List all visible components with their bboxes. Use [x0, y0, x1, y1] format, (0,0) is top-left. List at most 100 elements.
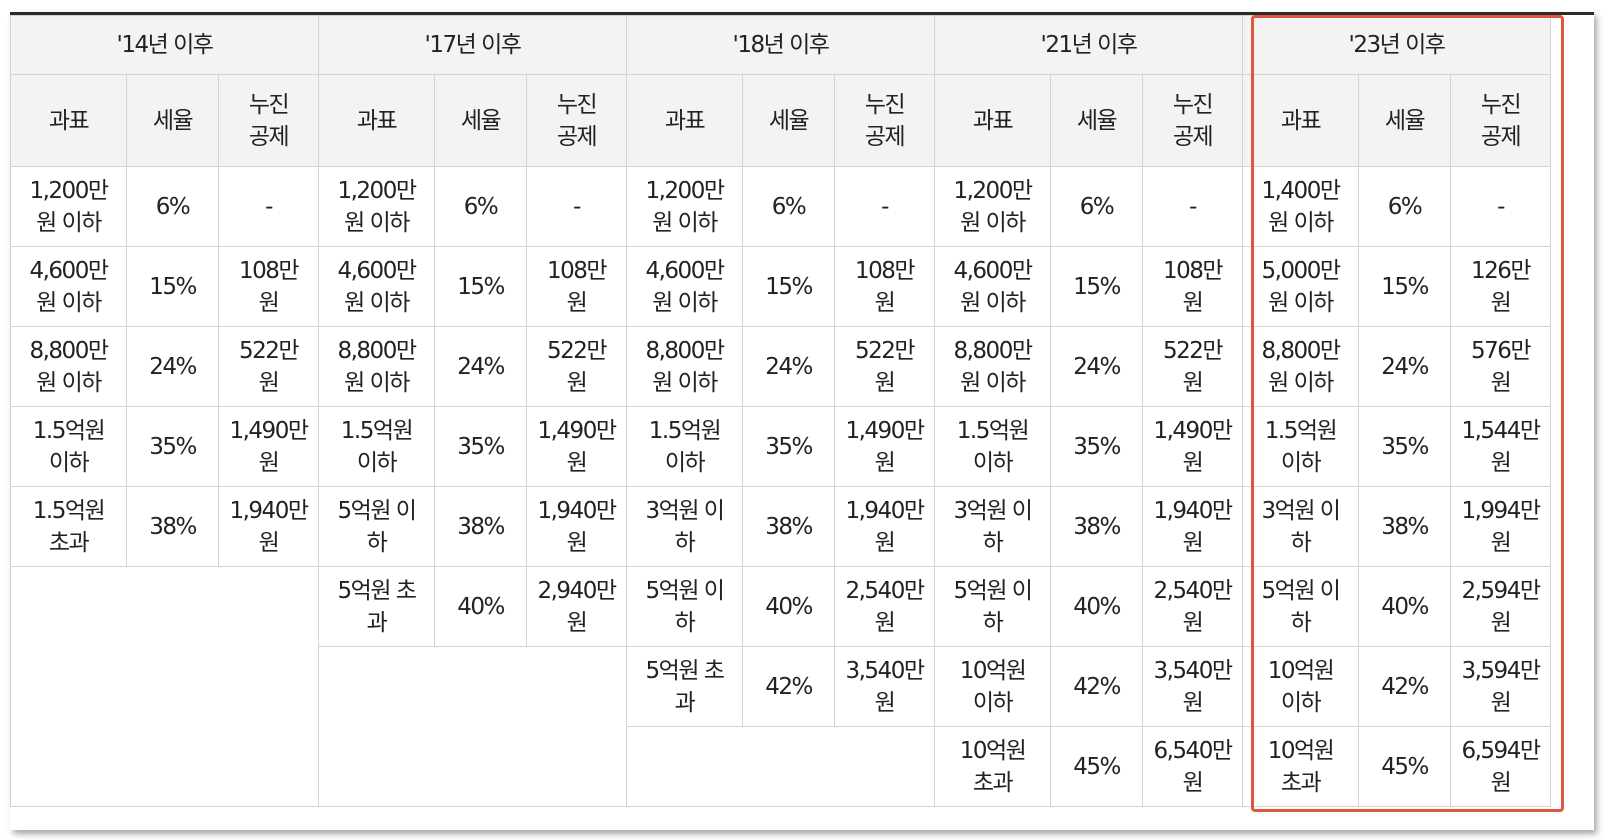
- column-header-row: 과표 세율 누진 공제 과표 세율 누진 공제 과표 세율 누진 공제 과표 세율 누진 공제 과표 세율 누진 공제: [10, 74, 1551, 167]
- tax-base-cell: 1.5억원 이하: [934, 406, 1051, 487]
- rate-header: 세율: [126, 74, 219, 167]
- tax-rate-cell: 45%: [1050, 726, 1143, 807]
- tax-base-cell: 1.5억원 이하: [1242, 406, 1359, 487]
- tax-rate-cell: 35%: [126, 406, 219, 487]
- progressive-deduction-cell: 1,940만 원: [526, 486, 627, 567]
- tax-base-cell: 5,000만 원 이하: [1242, 246, 1359, 327]
- progressive-deduction-cell: 1,940만 원: [218, 486, 319, 567]
- tax-base-cell: 1.5억원 이하: [10, 406, 127, 487]
- tax-base-cell: 1,200만 원 이하: [318, 166, 435, 247]
- tax-rate-cell: 15%: [1050, 246, 1143, 327]
- progressive-deduction-cell: 522만 원: [526, 326, 627, 407]
- tax-rate-cell: 15%: [434, 246, 527, 327]
- period-header: '17년 이후: [318, 15, 627, 75]
- tax-rate-cell: 35%: [1050, 406, 1143, 487]
- deduction-header: 누진 공제: [526, 74, 627, 167]
- period-header-row: '14년 이후 '17년 이후 '18년 이후 '21년 이후 '23년 이후: [10, 15, 1551, 75]
- tax-rate-cell: 24%: [126, 326, 219, 407]
- tax-rate-cell: 38%: [126, 486, 219, 567]
- deduction-header: 누진 공제: [1142, 74, 1243, 167]
- tax-rate-cell: 24%: [742, 326, 835, 407]
- tax-rate-cell: 6%: [1358, 166, 1451, 247]
- progressive-deduction-cell: 3,594만 원: [1450, 646, 1551, 727]
- tax-base-cell: 8,800만 원 이하: [318, 326, 435, 407]
- progressive-deduction-cell: 1,490만 원: [834, 406, 935, 487]
- deduction-header: 누진 공제: [834, 74, 935, 167]
- tax-rate-cell: 6%: [434, 166, 527, 247]
- progressive-deduction-cell: 108만 원: [834, 246, 935, 327]
- progressive-deduction-cell: 2,940만 원: [526, 566, 627, 647]
- progressive-deduction-cell: 1,940만 원: [834, 486, 935, 567]
- tax-base-cell: 8,800만 원 이하: [10, 326, 127, 407]
- tax-rate-cell: 24%: [434, 326, 527, 407]
- tax-base-cell: 1.5억원 초과: [10, 486, 127, 567]
- tax-base-cell: 10억원 초과: [1242, 726, 1359, 807]
- tax-base-cell: 1,200만 원 이하: [626, 166, 743, 247]
- progressive-deduction-cell: 576만 원: [1450, 326, 1551, 407]
- tax-base-cell: 8,800만 원 이하: [626, 326, 743, 407]
- tax-rate-cell: 38%: [434, 486, 527, 567]
- tax-base-cell: 4,600만 원 이하: [934, 246, 1051, 327]
- table-row: 10억원 초과 45% 6,540만 원 10억원 초과 45% 6,594만 원: [11, 726, 1551, 807]
- tax-rate-table-frame: '14년 이후 '17년 이후 '18년 이후 '21년 이후 '23년 이후 과표 세율 누…: [10, 12, 1594, 830]
- tax-rate-cell: 38%: [1050, 486, 1143, 567]
- empty-cell: [10, 566, 319, 807]
- tax-base-cell: 10억원 이하: [934, 646, 1051, 727]
- table-row: 5억원 초 과 40% 2,940만 원 5억원 이 하 40% 2,540만 원 5억원 이 하 40…: [10, 566, 1551, 807]
- income-tax-rate-table: '14년 이후 '17년 이후 '18년 이후 '21년 이후 '23년 이후 과표 세율 누…: [10, 15, 1551, 807]
- progressive-deduction-cell: -: [526, 166, 627, 247]
- rate-header: 세율: [742, 74, 835, 167]
- tax-rate-cell: 38%: [742, 486, 835, 567]
- progressive-deduction-cell: 2,594만 원: [1450, 566, 1551, 647]
- table-row: 4,600만 원 이하 15% 108만 원 4,600만 원 이하 15% 108만 원 4,60…: [10, 246, 1551, 327]
- progressive-deduction-cell: 108만 원: [1142, 246, 1243, 327]
- progressive-deduction-cell: -: [1142, 166, 1243, 247]
- progressive-deduction-cell: 6,594만 원: [1450, 726, 1551, 807]
- tax-base-cell: 8,800만 원 이하: [934, 326, 1051, 407]
- progressive-deduction-cell: 522만 원: [1142, 326, 1243, 407]
- tax-rate-cell: 42%: [742, 646, 835, 727]
- tax-rate-cell: 6%: [1050, 166, 1143, 247]
- tax-rate-cell: 38%: [1358, 486, 1451, 567]
- tax-rate-cell: 15%: [126, 246, 219, 327]
- empty-cell: [318, 646, 627, 807]
- progressive-deduction-cell: 126만 원: [1450, 246, 1551, 327]
- progressive-deduction-cell: 2,540만 원: [834, 566, 935, 647]
- progressive-deduction-cell: 1,490만 원: [526, 406, 627, 487]
- tax-base-cell: 1,200만 원 이하: [10, 166, 127, 247]
- progressive-deduction-cell: 2,540만 원: [1142, 566, 1243, 647]
- table-row: 5억원 초 과 42% 3,540만 원 10억원 이하 42% 3,540만 원 10억원 이하 42…: [11, 646, 1551, 807]
- progressive-deduction-cell: 108만 원: [218, 246, 319, 327]
- tax-rate-cell: 15%: [742, 246, 835, 327]
- period-header: '14년 이후: [10, 15, 319, 75]
- tax-rate-cell: 42%: [1050, 646, 1143, 727]
- deduction-header: 누진 공제: [218, 74, 319, 167]
- tax-base-cell: 8,800만 원 이하: [1242, 326, 1359, 407]
- progressive-deduction-cell: 1,994만 원: [1450, 486, 1551, 567]
- base-header: 과표: [10, 74, 127, 167]
- progressive-deduction-cell: 1,490만 원: [1142, 406, 1243, 487]
- deduction-header: 누진 공제: [1450, 74, 1551, 167]
- empty-cell: [626, 726, 935, 807]
- progressive-deduction-cell: 1,544만 원: [1450, 406, 1551, 487]
- tax-base-cell: 4,600만 원 이하: [626, 246, 743, 327]
- rate-header: 세율: [1050, 74, 1143, 167]
- tax-rate-cell: 6%: [126, 166, 219, 247]
- progressive-deduction-cell: 522만 원: [218, 326, 319, 407]
- tax-rate-cell: 6%: [742, 166, 835, 247]
- base-header: 과표: [934, 74, 1051, 167]
- base-header: 과표: [318, 74, 435, 167]
- period-header: '18년 이후: [626, 15, 935, 75]
- progressive-deduction-cell: 522만 원: [834, 326, 935, 407]
- tax-rate-cell: 24%: [1358, 326, 1451, 407]
- rate-header: 세율: [434, 74, 527, 167]
- table-row: 1.5억원 이하 35% 1,490만 원 1.5억원 이하 35% 1,490만 원 1.5억원 이…: [10, 406, 1551, 487]
- base-header: 과표: [1242, 74, 1359, 167]
